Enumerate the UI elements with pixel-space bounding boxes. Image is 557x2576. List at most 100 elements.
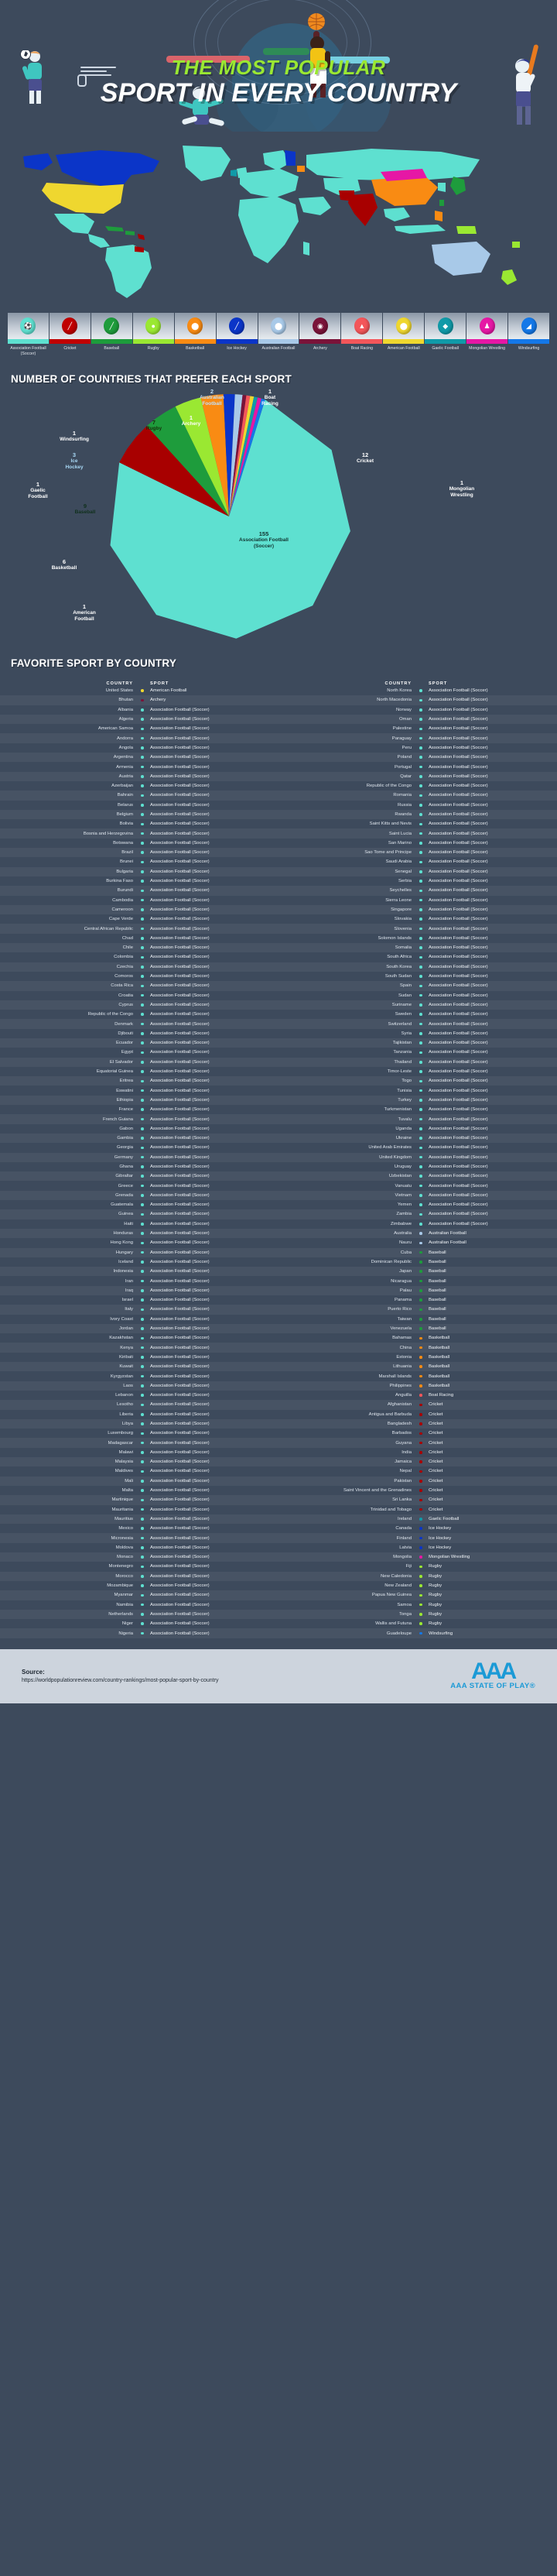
row-country: Burkina Faso: [106, 879, 133, 884]
legend-item-baseball[interactable]: ╱ Baseball: [91, 313, 132, 352]
pie-slice-boat-racing[interactable]: [229, 395, 251, 516]
row-country: Micronesia: [111, 1535, 133, 1541]
row-country: Qatar: [400, 773, 412, 779]
row-sport: Association Football (Soccer): [429, 688, 488, 694]
legend-item-gaelic-football[interactable]: ◆ Gaelic Football: [425, 313, 466, 352]
row-country: Samoa: [397, 1602, 412, 1607]
pie-slice-association-football-soccer[interactable]: [110, 400, 350, 639]
row-sport: Cricket: [429, 1449, 443, 1455]
table-row: North Macedonia Association Football (Soc…: [278, 695, 557, 705]
row-country: Eswatini: [116, 1088, 133, 1093]
row-color-dot: [416, 1203, 425, 1206]
map-region-mexico: [54, 214, 94, 234]
legend-item-ice-hockey[interactable]: ╱ Ice Hockey: [216, 313, 258, 352]
row-sport: Association Football (Soccer): [150, 888, 210, 894]
table-row: South Africa Association Football (Soccer…: [278, 952, 557, 962]
row-country: Syria: [401, 1031, 412, 1036]
pie-slice-american-football[interactable]: [229, 396, 255, 516]
row-sport: Association Football (Soccer): [150, 1164, 210, 1169]
pie-slice-cricket[interactable]: [119, 426, 229, 516]
row-country: Sri Lanka: [392, 1497, 412, 1503]
row-country: Tuvalu: [398, 1116, 412, 1122]
row-country: Andorra: [117, 736, 133, 741]
legend-item-archery[interactable]: ◉ Archery: [299, 313, 341, 352]
table-row: Sri Lanka Cricket: [278, 1495, 557, 1505]
logo-text: AAA STATE OF PLAY®: [450, 1682, 535, 1691]
legend-item-rugby[interactable]: ● Rugby: [132, 313, 174, 352]
legend-item-boat-racing[interactable]: ▲ Boat Racing: [341, 313, 383, 352]
row-sport: Association Football (Soccer): [150, 1221, 210, 1226]
row-country: Namibia: [116, 1602, 133, 1607]
row-color-dot: [138, 832, 147, 835]
row-sport: Association Football (Soccer): [150, 1298, 210, 1303]
map-region-hispaniola: [125, 231, 135, 235]
legend-item-american-football[interactable]: ⬤ American Football: [383, 313, 425, 352]
decorative-bar: [263, 48, 309, 55]
pie-slice-mongolian-wrestling[interactable]: [229, 397, 261, 516]
row-color-dot: [416, 1241, 425, 1245]
row-color-dot: [416, 1498, 425, 1502]
table-row: San Marino Association Football (Soccer): [278, 839, 557, 848]
map-region-china: [371, 177, 438, 206]
row-country: Israel: [121, 1298, 133, 1303]
table-row: Croatia Association Football (Soccer): [0, 991, 278, 1000]
pie-slice-ice-hockey[interactable]: [223, 394, 235, 516]
boat-icon: ▲: [354, 317, 370, 334]
row-country: Armenia: [116, 764, 133, 770]
row-country: Portugal: [395, 764, 412, 770]
pie-slice-baseball[interactable]: [146, 406, 229, 516]
pie-slice-rugby[interactable]: [175, 397, 229, 516]
row-color-dot: [138, 803, 147, 807]
legend-item-australian-football[interactable]: ⬤ Australian Football: [258, 313, 299, 352]
row-color-dot: [138, 794, 147, 797]
row-color-dot: [416, 1089, 425, 1092]
legend-item-windsurfing[interactable]: ◢ Windsurfing: [508, 313, 549, 352]
pie-slice-archery[interactable]: [229, 395, 247, 516]
legend-item-cricket[interactable]: ╱ Cricket: [49, 313, 91, 352]
row-sport: Association Football (Soccer): [150, 1516, 210, 1521]
legend-item-association-football-soccer[interactable]: ⚽ Association Football (Soccer): [8, 313, 49, 356]
pie-slice-gaelic-football[interactable]: [229, 396, 258, 516]
brand-logo[interactable]: AAA AAA STATE OF PLAY®: [450, 1660, 535, 1691]
legend-item-mongolian-wrestling[interactable]: ♟ Mongolian Wrestling: [466, 313, 508, 352]
row-country: Rwanda: [395, 812, 412, 817]
row-country: Guinea: [118, 1212, 133, 1217]
table-row: Kuwait Association Football (Soccer): [0, 1362, 278, 1372]
table-row: Solomon Islands Association Football (Soc…: [278, 934, 557, 943]
table-row: Republic of the Congo Association Footbal…: [0, 1010, 278, 1019]
row-sport: Basketball: [429, 1354, 450, 1360]
row-sport: Association Football (Soccer): [429, 983, 488, 989]
row-sport: Association Football (Soccer): [150, 1126, 210, 1131]
legend-color-swatch: [132, 339, 174, 344]
pie-slice-basketball[interactable]: [200, 394, 229, 516]
row-sport: Association Football (Soccer): [150, 1526, 210, 1532]
row-color-dot: [138, 1613, 147, 1616]
pie-slice-windsurfing[interactable]: [229, 398, 265, 516]
table-row: Tajikistan Association Football (Soccer): [278, 1038, 557, 1048]
row-country: Saint Kitts and Nevis: [369, 822, 412, 827]
source-url[interactable]: https://worldpopulationreview.com/countr…: [22, 1678, 219, 1684]
legend-chip: ╱: [49, 313, 91, 339]
row-sport: Association Football (Soccer): [429, 1126, 488, 1131]
row-color-dot: [138, 842, 147, 845]
row-country: Uruguay: [394, 1164, 412, 1169]
row-color-dot: [138, 1060, 147, 1064]
row-country: North Korea: [387, 688, 412, 694]
row-country: Suriname: [391, 1002, 412, 1007]
row-sport: Association Football (Soccer): [429, 897, 488, 903]
pie-slice-australian-football[interactable]: [229, 394, 243, 516]
row-color-dot: [138, 984, 147, 988]
row-color-dot: [138, 1250, 147, 1254]
world-map-section: [0, 132, 557, 307]
row-country: Lithuania: [393, 1364, 412, 1370]
row-color-dot: [416, 1622, 425, 1626]
row-country: Costa Rica: [111, 983, 133, 989]
row-sport: Association Football (Soccer): [150, 1402, 210, 1408]
title-line-2: SPORT IN EVERY COUNTRY: [100, 78, 457, 108]
gaelic-ball-icon: ◆: [437, 317, 453, 334]
row-color-dot: [416, 1422, 425, 1425]
row-country: Brunei: [119, 859, 133, 865]
legend-item-basketball[interactable]: ⬤ Basketball: [174, 313, 216, 352]
sport-legend: ⚽ Association Football (Soccer) ╱ Cricket ╱ Ba…: [8, 313, 549, 356]
row-color-dot: [416, 889, 425, 893]
